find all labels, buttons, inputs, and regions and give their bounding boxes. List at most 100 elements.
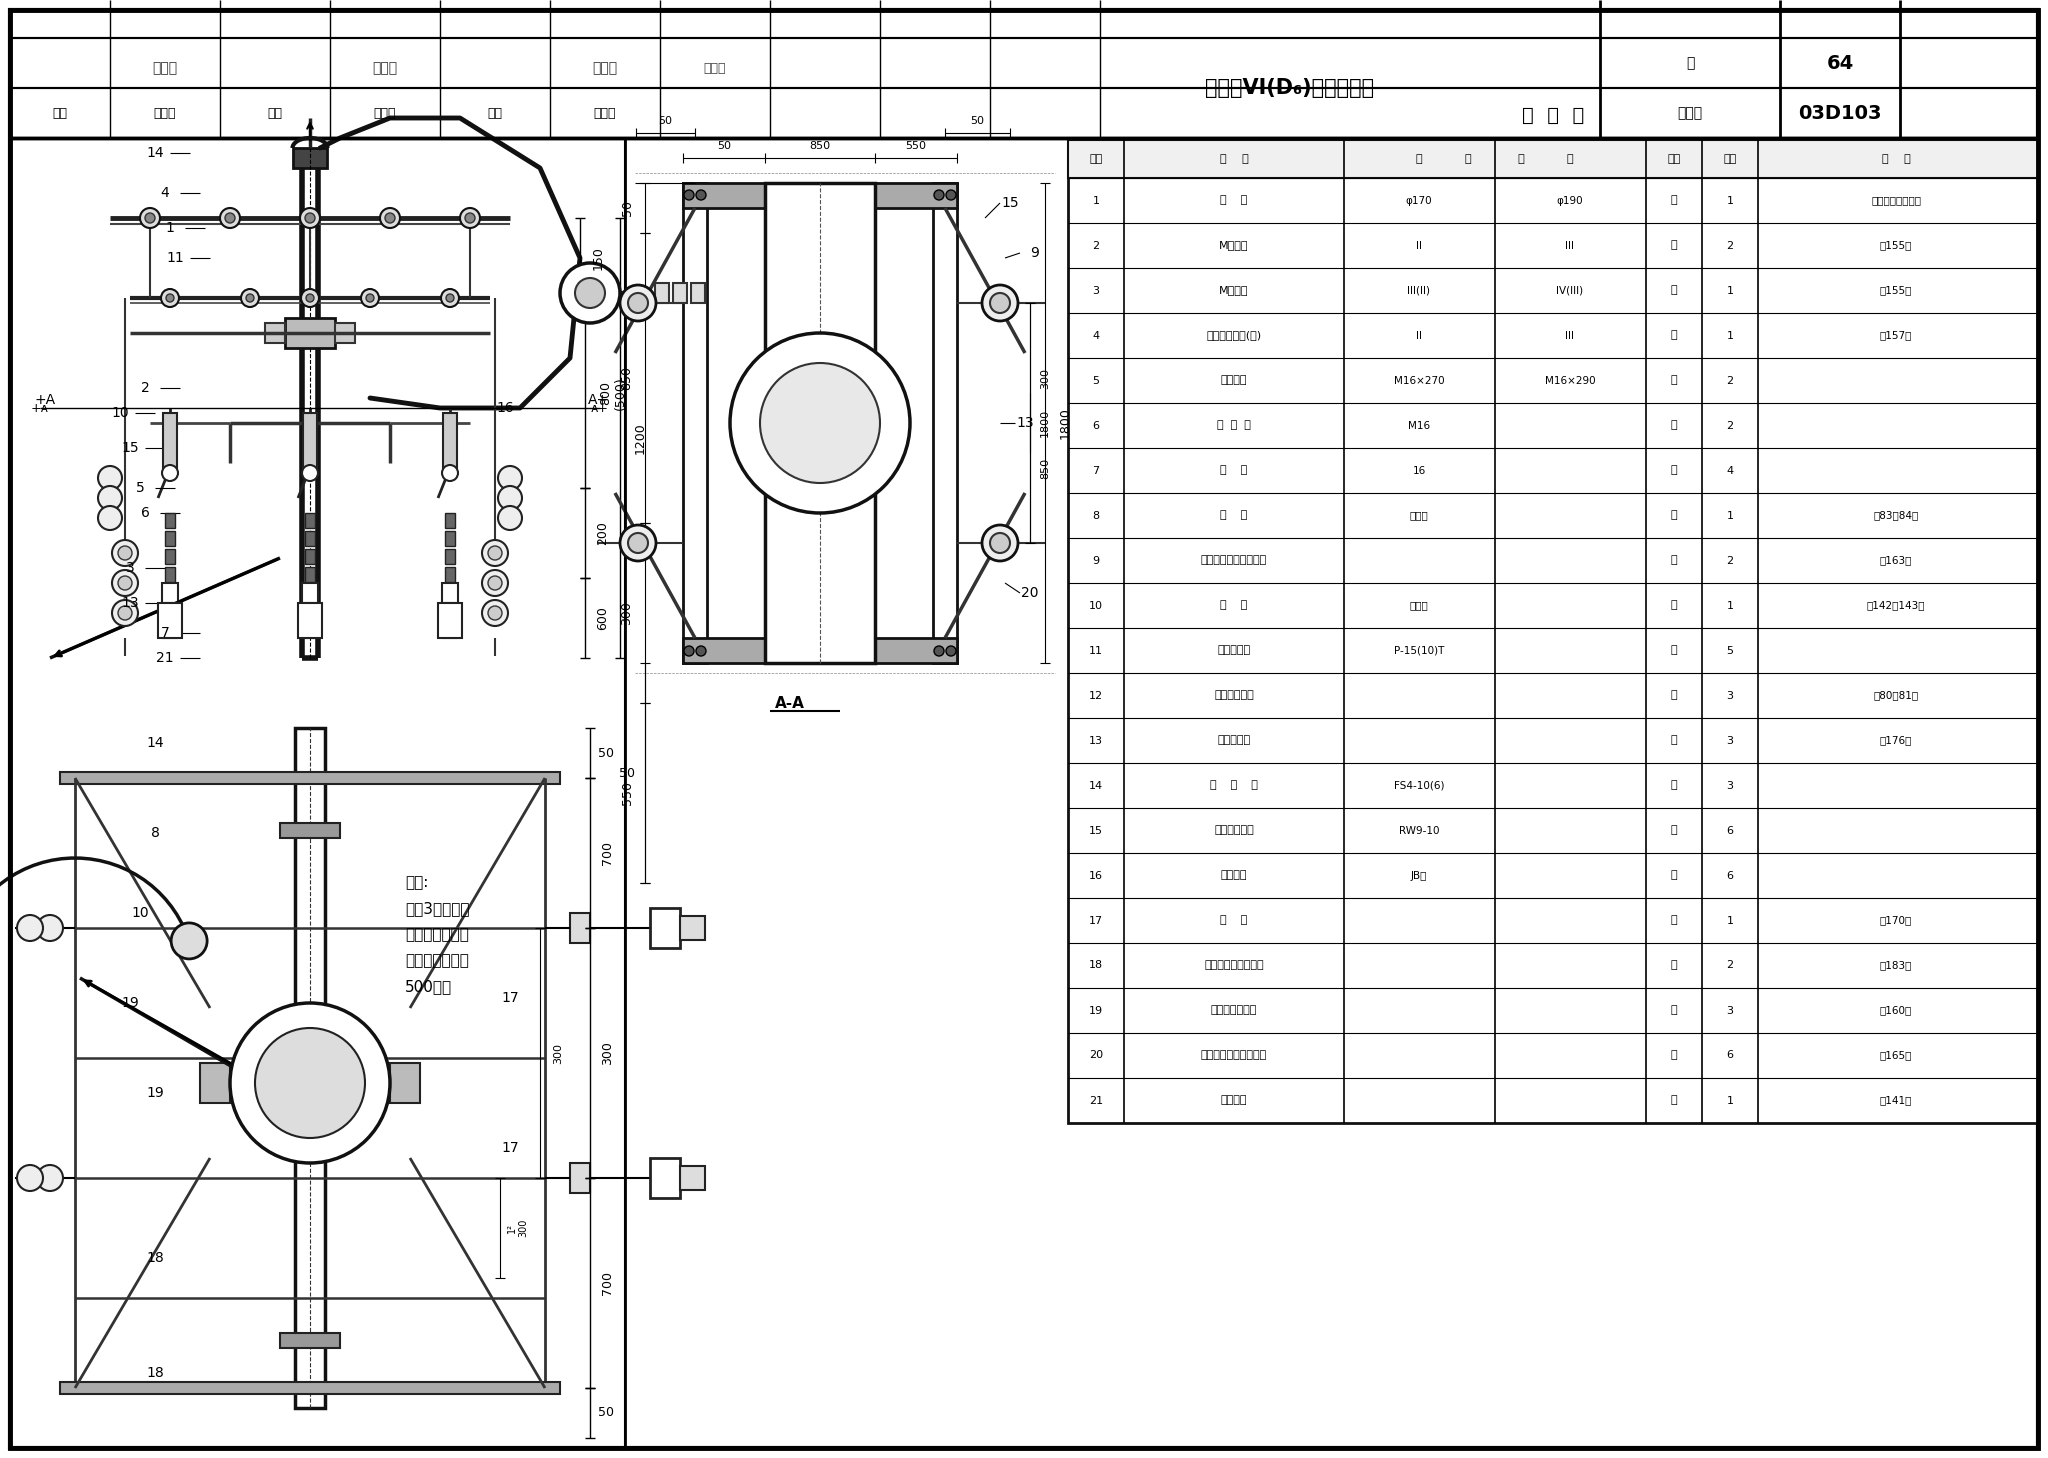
Text: IV(III): IV(III) — [1556, 286, 1583, 296]
Text: 6: 6 — [141, 506, 150, 521]
Circle shape — [760, 363, 881, 483]
Circle shape — [98, 506, 123, 531]
Circle shape — [989, 534, 1010, 553]
Text: II: II — [1415, 241, 1421, 251]
Text: 方  螺  母: 方 螺 母 — [1217, 420, 1251, 430]
Text: +A: +A — [35, 394, 55, 407]
Text: 17: 17 — [502, 1142, 518, 1155]
Bar — [682, 184, 956, 208]
Circle shape — [242, 289, 258, 308]
Text: 见83、84页: 见83、84页 — [1874, 510, 1919, 521]
Text: III: III — [1565, 241, 1575, 251]
Bar — [59, 771, 559, 784]
Circle shape — [696, 190, 707, 200]
Bar — [305, 513, 315, 528]
Bar — [1067, 140, 2038, 1123]
Circle shape — [113, 570, 137, 596]
Circle shape — [684, 646, 694, 656]
Text: 1: 1 — [1092, 195, 1100, 206]
Text: 700: 700 — [602, 1271, 614, 1295]
Text: 见141页: 见141页 — [1880, 1095, 1913, 1105]
Circle shape — [229, 1003, 389, 1163]
Bar — [201, 1063, 229, 1104]
Bar — [158, 604, 182, 639]
Text: 个: 个 — [1671, 825, 1677, 835]
Text: 根: 根 — [1671, 555, 1677, 566]
Text: 8: 8 — [152, 827, 160, 840]
Text: 10: 10 — [111, 405, 129, 420]
Bar — [285, 318, 336, 348]
Text: 个: 个 — [1671, 780, 1677, 790]
Text: 16: 16 — [1413, 465, 1425, 475]
Text: 2: 2 — [141, 381, 150, 395]
Circle shape — [119, 545, 131, 560]
Bar — [680, 916, 705, 940]
Text: 针式绝缘子: 针式绝缘子 — [1217, 646, 1251, 656]
Text: M16×270: M16×270 — [1395, 376, 1444, 385]
Text: 说明:: 说明: — [406, 875, 428, 891]
Text: 13: 13 — [1090, 735, 1104, 745]
Bar — [281, 1333, 340, 1349]
Circle shape — [487, 607, 502, 620]
Text: 200: 200 — [596, 521, 610, 545]
Text: 14: 14 — [145, 146, 164, 160]
Text: 64: 64 — [1827, 54, 1853, 73]
Bar — [438, 604, 463, 639]
Text: 600: 600 — [596, 607, 610, 630]
Text: 见附录: 见附录 — [1409, 601, 1427, 611]
Bar — [166, 550, 174, 564]
Bar — [305, 550, 315, 564]
Text: 03D103: 03D103 — [1798, 104, 1882, 122]
Text: 付: 付 — [1671, 1051, 1677, 1060]
Text: 17: 17 — [502, 991, 518, 1005]
Text: 李林宝: 李林宝 — [154, 106, 176, 120]
Text: 3: 3 — [1726, 1006, 1733, 1016]
Text: 1: 1 — [1726, 510, 1733, 521]
Text: 4: 4 — [1726, 465, 1733, 475]
Bar — [649, 1158, 680, 1198]
Circle shape — [219, 208, 240, 227]
Text: 个: 个 — [1671, 735, 1677, 745]
Text: 4: 4 — [160, 187, 170, 200]
Bar — [1067, 140, 2038, 178]
Circle shape — [621, 525, 655, 561]
Text: 11: 11 — [166, 251, 184, 265]
Text: 16: 16 — [1090, 870, 1104, 881]
Text: 50: 50 — [598, 1407, 614, 1420]
Circle shape — [946, 646, 956, 656]
Text: 1: 1 — [1726, 195, 1733, 206]
Text: 见163页: 见163页 — [1880, 555, 1913, 566]
Text: RW9-10: RW9-10 — [1399, 825, 1440, 835]
Circle shape — [696, 646, 707, 656]
Text: 距杆顶支座抱箍: 距杆顶支座抱箍 — [406, 954, 469, 968]
Text: 50: 50 — [618, 767, 635, 780]
Bar — [264, 324, 285, 343]
Text: 18: 18 — [1090, 961, 1104, 971]
Text: 串: 串 — [1671, 691, 1677, 700]
Text: 见183页: 见183页 — [1880, 961, 1913, 971]
Circle shape — [498, 486, 522, 510]
Text: III: III — [1565, 331, 1575, 341]
Text: 3: 3 — [1726, 691, 1733, 700]
Circle shape — [301, 289, 319, 308]
Bar — [164, 413, 176, 468]
Text: 850: 850 — [621, 366, 633, 389]
Text: 付: 付 — [1671, 331, 1677, 341]
Bar — [690, 283, 705, 303]
Text: 见附录: 见附录 — [1409, 510, 1427, 521]
Text: 跌开式熔断器: 跌开式熔断器 — [1214, 825, 1253, 835]
Bar — [680, 1166, 705, 1190]
Text: II: II — [1415, 331, 1421, 341]
Bar — [295, 728, 326, 1408]
Text: 魏广志: 魏广志 — [594, 106, 616, 120]
Text: 明  细  表: 明 细 表 — [1522, 105, 1583, 124]
Circle shape — [166, 295, 174, 302]
Circle shape — [305, 213, 315, 223]
Circle shape — [385, 213, 395, 223]
Text: 50: 50 — [971, 117, 983, 125]
Circle shape — [575, 278, 604, 308]
Circle shape — [172, 923, 207, 959]
Text: 个: 个 — [1671, 241, 1677, 251]
Text: 2: 2 — [1726, 241, 1733, 251]
Text: 5: 5 — [135, 481, 143, 496]
